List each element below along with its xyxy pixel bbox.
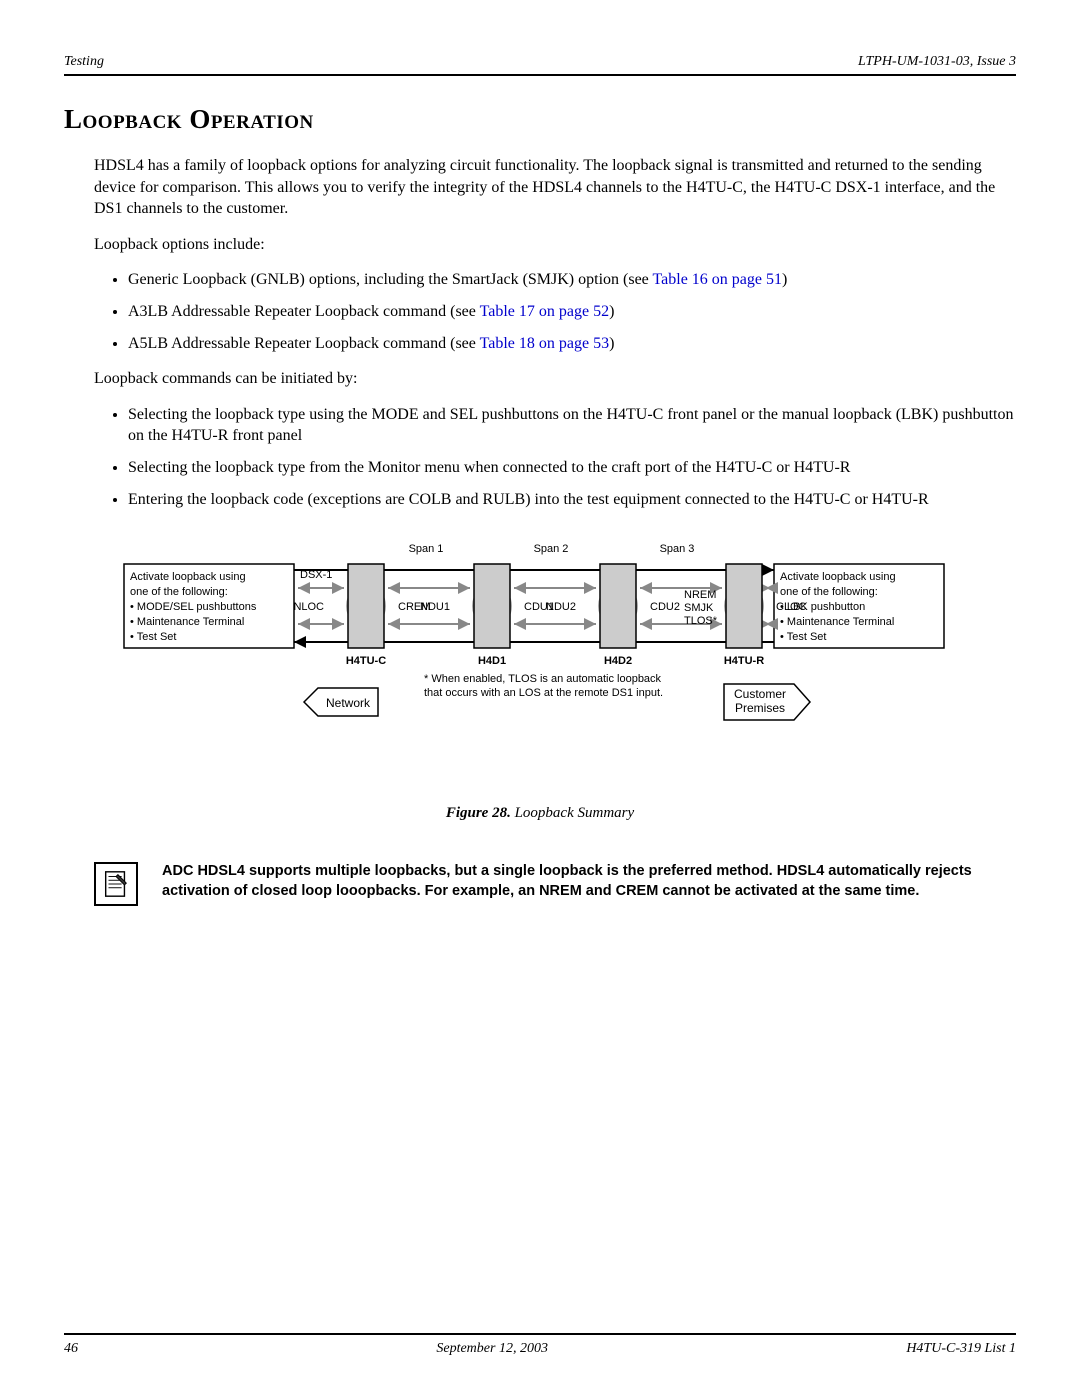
page-footer: 46 September 12, 2003 H4TU-C-319 List 1 (64, 1333, 1016, 1357)
note-icon (94, 862, 138, 906)
svg-text:NDU1: NDU1 (420, 601, 450, 613)
note-block: ADC HDSL4 supports multiple loopbacks, b… (94, 862, 1016, 906)
svg-text:NREM: NREM (684, 589, 716, 601)
svg-text:that occurs with an LOS at the: that occurs with an LOS at the remote DS… (424, 687, 663, 699)
figure-caption: Figure 28. Loopback Summary (64, 805, 1016, 822)
svg-text:Premises: Premises (735, 701, 785, 715)
svg-text:one of the following:: one of the following: (130, 586, 228, 598)
list-item: Generic Loopback (GNLB) options, includi… (128, 269, 1016, 291)
intro-paragraph: HDSL4 has a family of loopback options f… (94, 155, 1016, 220)
svg-text:H4TU-C: H4TU-C (346, 655, 386, 667)
section-title: Loopback Operation (64, 104, 1016, 135)
svg-text:Activate loopback using: Activate loopback using (130, 571, 246, 583)
options-label: Loopback options include: (94, 234, 1016, 256)
svg-text:• Maintenance Terminal: • Maintenance Terminal (130, 616, 244, 628)
svg-text:DSX-1: DSX-1 (300, 569, 332, 581)
list-item: Selecting the loopback type from the Mon… (128, 457, 1016, 479)
svg-text:one of the following:: one of the following: (780, 586, 878, 598)
svg-text:NLOC: NLOC (293, 601, 324, 613)
svg-text:Network: Network (326, 696, 371, 710)
svg-text:Customer: Customer (734, 687, 786, 701)
svg-text:• Test Set: • Test Set (130, 631, 176, 643)
header-left: Testing (64, 54, 104, 70)
svg-text:• MODE/SEL pushbuttons: • MODE/SEL pushbuttons (130, 601, 257, 613)
svg-text:NDU2: NDU2 (546, 601, 576, 613)
svg-text:H4TU-R: H4TU-R (724, 655, 764, 667)
svg-text:H4D2: H4D2 (604, 655, 632, 667)
svg-text:Span 3: Span 3 (660, 543, 695, 555)
svg-text:SMJK: SMJK (684, 602, 714, 614)
svg-text:TLOS*: TLOS* (684, 615, 718, 627)
xref-link[interactable]: Table 17 on page 52 (480, 303, 610, 320)
svg-text:• Test Set: • Test Set (780, 631, 826, 643)
svg-text:Span 1: Span 1 (409, 543, 444, 555)
options-list: Generic Loopback (GNLB) options, includi… (94, 269, 1016, 354)
note-text: ADC HDSL4 supports multiple loopbacks, b… (162, 862, 1016, 901)
footer-page: 46 (64, 1341, 78, 1357)
svg-text:H4D1: H4D1 (478, 655, 506, 667)
initiated-label: Loopback commands can be initiated by: (94, 368, 1016, 390)
page-header: Testing LTPH-UM-1031-03, Issue 3 (64, 54, 1016, 76)
svg-text:• Maintenance Terminal: • Maintenance Terminal (780, 616, 894, 628)
svg-text:CLOC: CLOC (776, 601, 807, 613)
list-item: A3LB Addressable Repeater Loopback comma… (128, 301, 1016, 323)
figure-diagram: Span 1 Span 2 Span 3 Activate loopback usin… (64, 534, 1016, 779)
initiated-list: Selecting the loopback type using the MO… (94, 404, 1016, 510)
svg-text:CDU2: CDU2 (650, 601, 680, 613)
svg-text:Activate loopback using: Activate loopback using (780, 571, 896, 583)
footer-right: H4TU-C-319 List 1 (906, 1341, 1016, 1357)
list-item: Selecting the loopback type using the MO… (128, 404, 1016, 447)
header-right: LTPH-UM-1031-03, Issue 3 (858, 54, 1016, 70)
xref-link[interactable]: Table 18 on page 53 (480, 335, 610, 352)
body-text: HDSL4 has a family of loopback options f… (94, 155, 1016, 510)
svg-text:* When enabled, TLOS is an aut: * When enabled, TLOS is an automatic loo… (424, 673, 662, 685)
svg-text:Span 2: Span 2 (534, 543, 569, 555)
footer-date: September 12, 2003 (436, 1341, 548, 1357)
xref-link[interactable]: Table 16 on page 51 (653, 271, 783, 288)
list-item: A5LB Addressable Repeater Loopback comma… (128, 333, 1016, 355)
list-item: Entering the loopback code (exceptions a… (128, 489, 1016, 511)
